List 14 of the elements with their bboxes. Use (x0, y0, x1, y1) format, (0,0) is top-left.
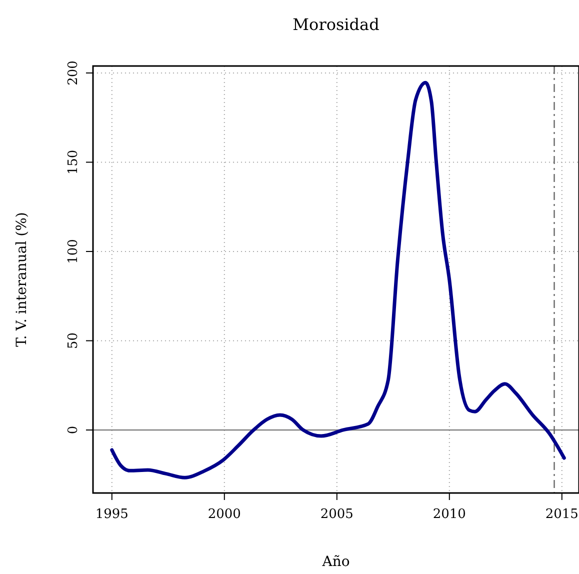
x-tick-label: 2015 (545, 507, 578, 522)
y-tick-label: 100 (66, 239, 81, 264)
y-tick-label: 200 (66, 60, 81, 86)
line-series (110, 80, 566, 480)
y-axis-title: T. V. interanual (%) (14, 212, 30, 347)
x-tick-label: 2010 (432, 507, 466, 522)
chart-title: Morosidad (292, 15, 380, 34)
y-tick-label: 50 (66, 332, 81, 350)
x-tick-label: 2005 (320, 507, 354, 522)
y-tick-label: 0 (66, 426, 81, 434)
y-tick-label: 150 (66, 150, 81, 175)
x-tick-label: 2000 (208, 507, 241, 522)
x-tick-label: 1995 (95, 507, 128, 522)
x-axis-title: Año (321, 554, 350, 570)
